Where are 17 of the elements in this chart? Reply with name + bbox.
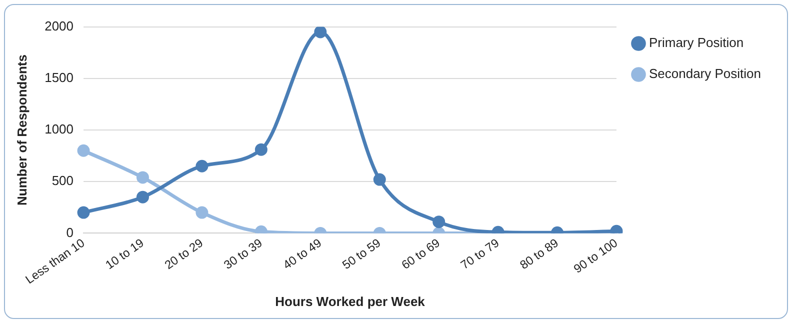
y-tick-label: 1000 xyxy=(44,122,74,137)
legend-label: Secondary Position xyxy=(648,66,762,82)
legend-label: Primary Position xyxy=(648,35,744,50)
x-tick-label: 80 to 89 xyxy=(517,236,562,272)
x-tick-label: 20 to 29 xyxy=(162,236,206,272)
y-axis-title: Number of Respondents xyxy=(14,54,30,206)
y-tick-label: 1500 xyxy=(44,70,74,85)
y-tick-label: 500 xyxy=(52,173,74,188)
x-tick-label: 50 to 59 xyxy=(340,236,384,272)
x-tick-label: 90 to 100 xyxy=(571,236,620,276)
x-tick-label: 60 to 69 xyxy=(398,236,443,272)
y-tick-label: 2000 xyxy=(44,18,74,34)
x-axis-title: Hours Worked per Week xyxy=(275,294,426,309)
x-tick-label: 40 to 49 xyxy=(280,236,324,272)
x-tick-label: 10 to 19 xyxy=(102,236,147,272)
x-tick-label: 70 to 79 xyxy=(458,236,502,272)
x-tick-label: 30 to 39 xyxy=(221,236,266,272)
